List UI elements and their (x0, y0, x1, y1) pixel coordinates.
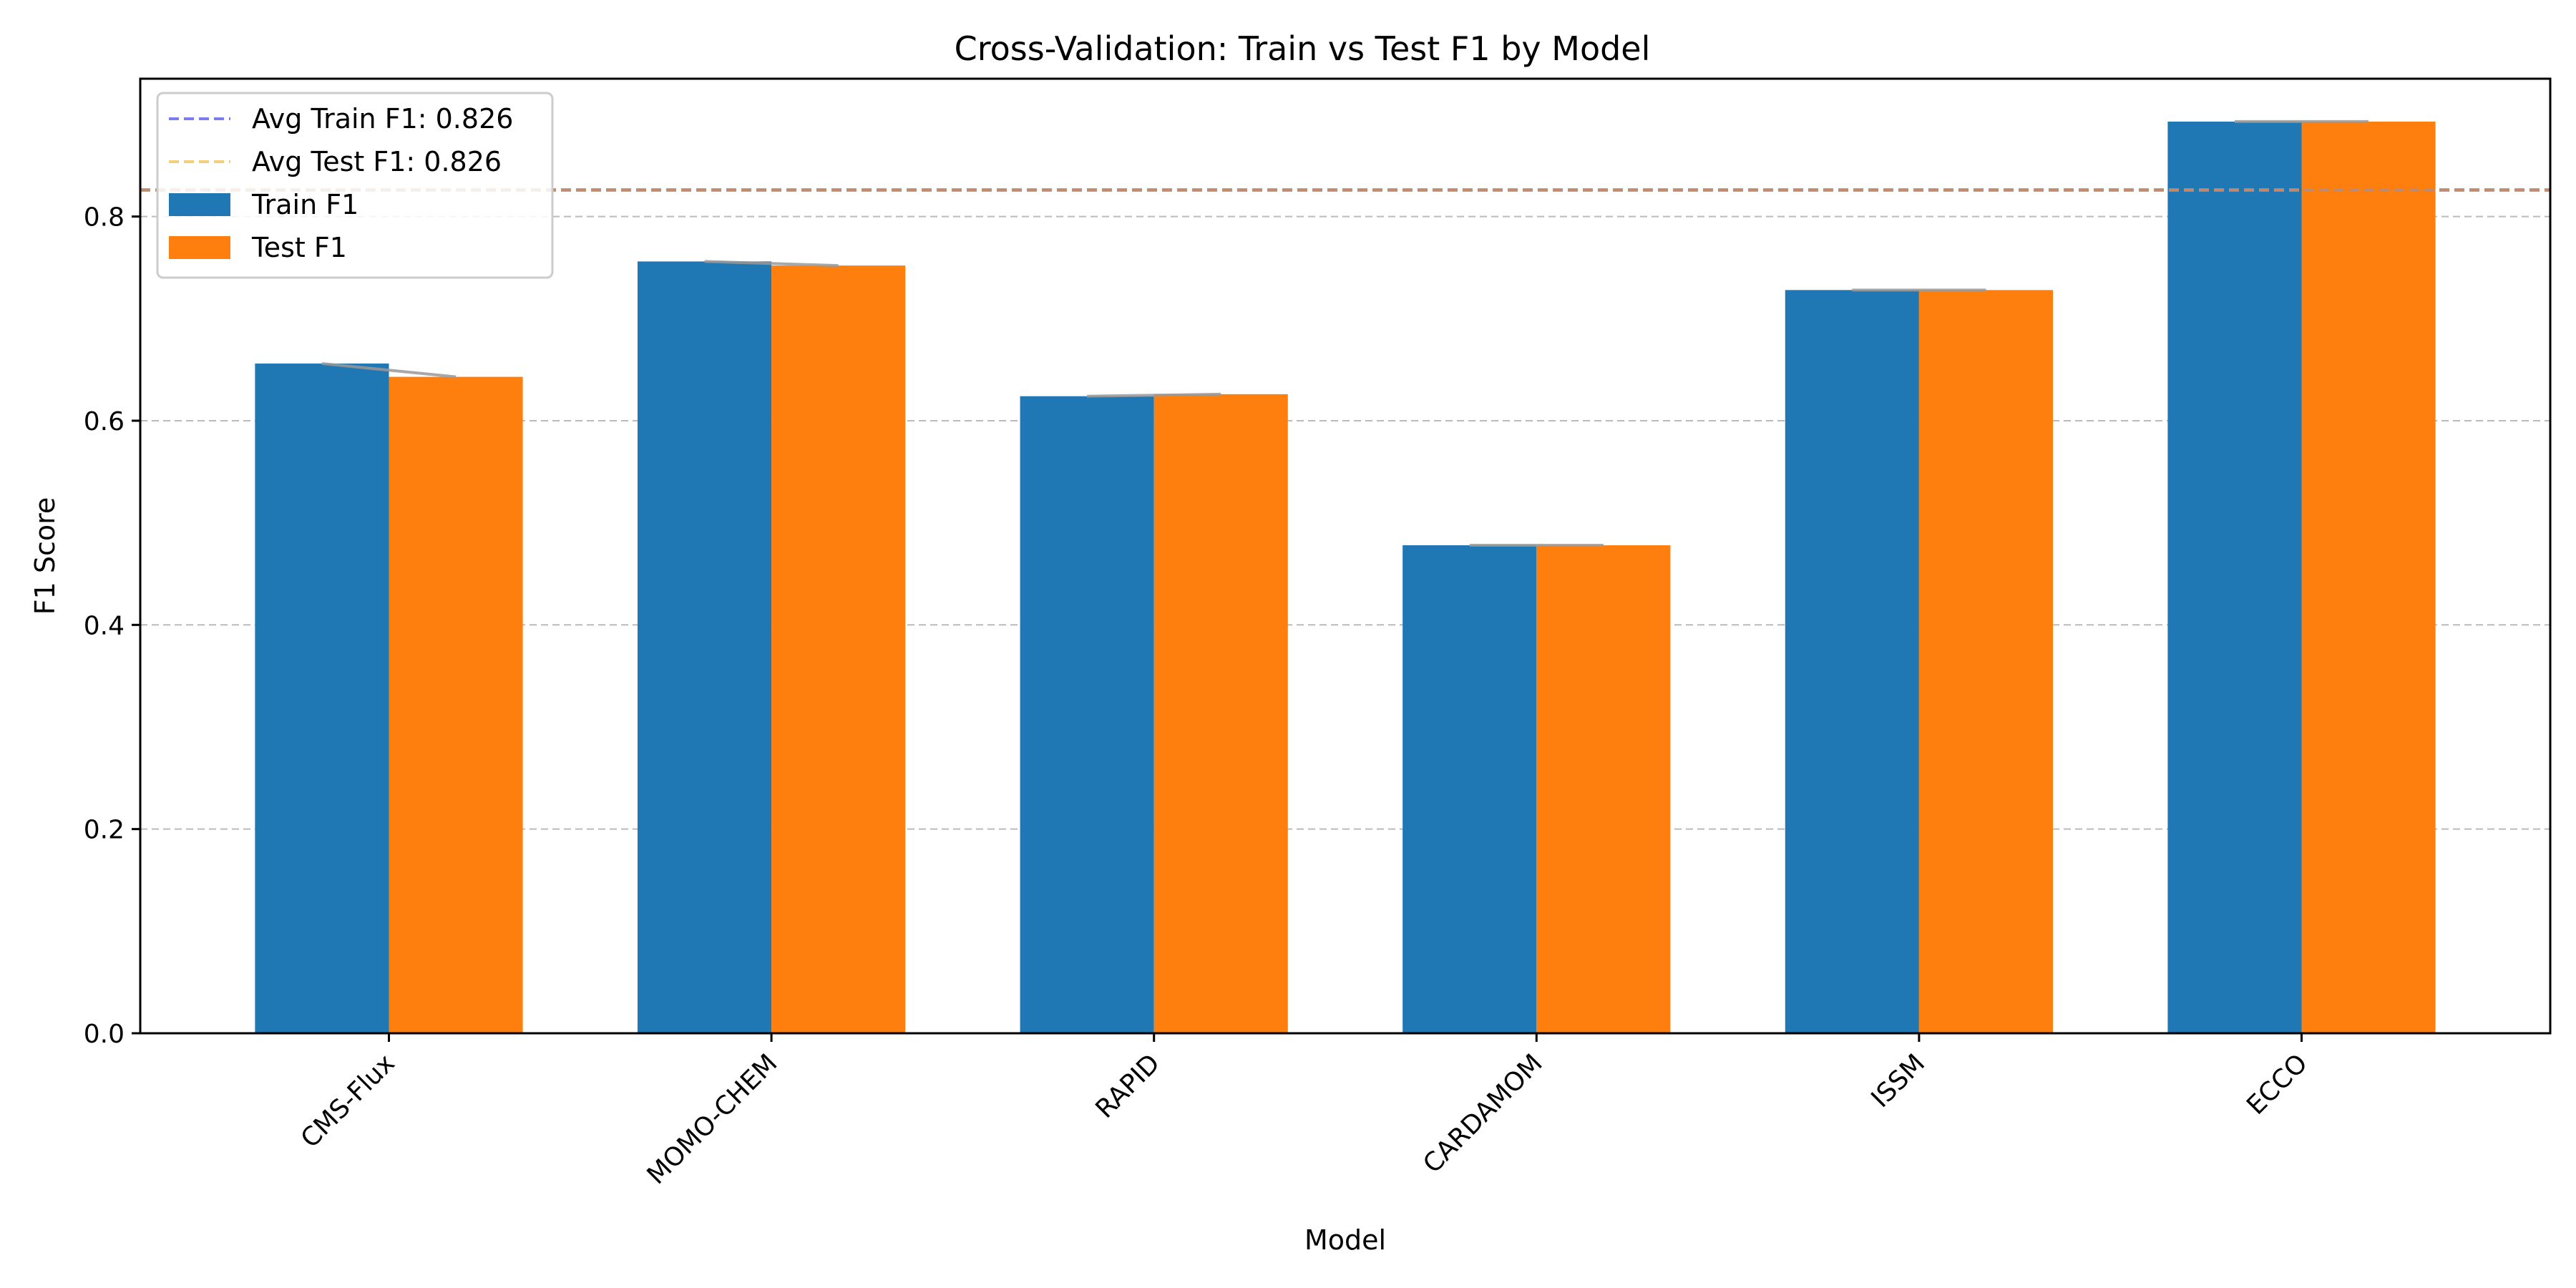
bar-train (255, 364, 389, 1033)
legend-test-swatch (169, 236, 230, 259)
train-test-connectors (321, 119, 2369, 547)
legend: Avg Train F1: 0.826 Avg Test F1: 0.826 T… (156, 92, 554, 279)
y-tick-label: 0.4 (84, 611, 125, 640)
bar-test (1918, 290, 2054, 1034)
bar-train (1020, 396, 1154, 1033)
legend-box (156, 92, 554, 279)
chart-title: Cross-Validation: Train vs Test F1 by Mo… (955, 29, 1651, 68)
bar-train (2167, 121, 2302, 1034)
plot-frame (139, 77, 2552, 1035)
connector-line (1087, 392, 1221, 398)
legend-avg-test-label: Avg Test F1: 0.826 (252, 146, 502, 177)
y-tick-label: 0.8 (84, 203, 125, 233)
bar-test (1153, 394, 1288, 1033)
bar-train (1785, 290, 1919, 1034)
legend-train-label: Train F1 (251, 189, 358, 220)
bar-test (771, 265, 906, 1034)
connector-line (704, 260, 839, 268)
y-axis-label: F1 Score (29, 497, 61, 615)
y-tick-label: 0.2 (84, 816, 125, 845)
y-tick-label: 0.6 (84, 407, 125, 436)
x-axis-label: Model (1304, 1224, 1386, 1256)
bar-test (2301, 121, 2436, 1034)
y-axis: 0.0 0.2 0.4 0.6 0.8 (84, 203, 140, 1049)
bar-train (1402, 545, 1537, 1033)
legend-avg-train-label: Avg Train F1: 0.826 (252, 103, 513, 135)
bar-test (1536, 545, 1671, 1033)
legend-test-label: Test F1 (251, 232, 347, 263)
bars (255, 121, 2436, 1034)
y-tick-label: 0.0 (84, 1020, 125, 1049)
bar-train (637, 261, 772, 1033)
legend-train-swatch (169, 193, 230, 216)
connector-line (321, 362, 457, 379)
bar-test (389, 376, 523, 1033)
